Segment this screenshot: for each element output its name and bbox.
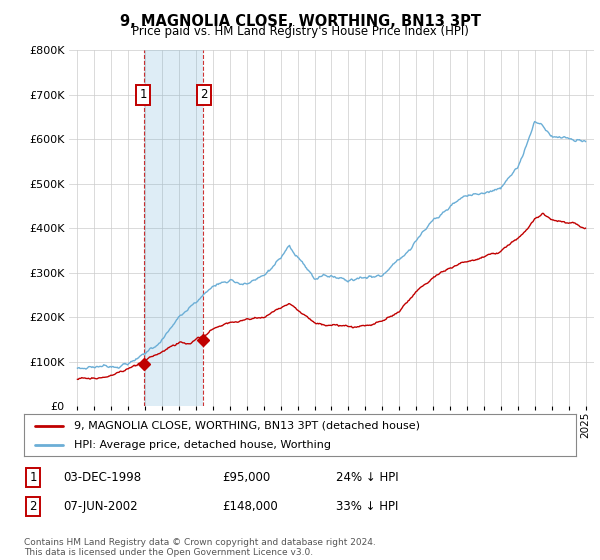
Text: £95,000: £95,000 [222, 470, 270, 484]
Text: 2: 2 [200, 88, 208, 101]
Text: 1: 1 [139, 88, 147, 101]
Text: 2: 2 [29, 500, 37, 514]
Text: 33% ↓ HPI: 33% ↓ HPI [336, 500, 398, 514]
Text: Contains HM Land Registry data © Crown copyright and database right 2024.
This d: Contains HM Land Registry data © Crown c… [24, 538, 376, 557]
Text: 03-DEC-1998: 03-DEC-1998 [63, 470, 141, 484]
Text: 24% ↓ HPI: 24% ↓ HPI [336, 470, 398, 484]
Text: HPI: Average price, detached house, Worthing: HPI: Average price, detached house, Wort… [74, 440, 331, 450]
Text: 9, MAGNOLIA CLOSE, WORTHING, BN13 3PT (detached house): 9, MAGNOLIA CLOSE, WORTHING, BN13 3PT (d… [74, 421, 419, 431]
Text: 07-JUN-2002: 07-JUN-2002 [63, 500, 137, 514]
Text: Price paid vs. HM Land Registry's House Price Index (HPI): Price paid vs. HM Land Registry's House … [131, 25, 469, 38]
Text: £148,000: £148,000 [222, 500, 278, 514]
Text: 9, MAGNOLIA CLOSE, WORTHING, BN13 3PT: 9, MAGNOLIA CLOSE, WORTHING, BN13 3PT [119, 14, 481, 29]
Bar [144, 50, 203, 406]
Text: 1: 1 [29, 470, 37, 484]
